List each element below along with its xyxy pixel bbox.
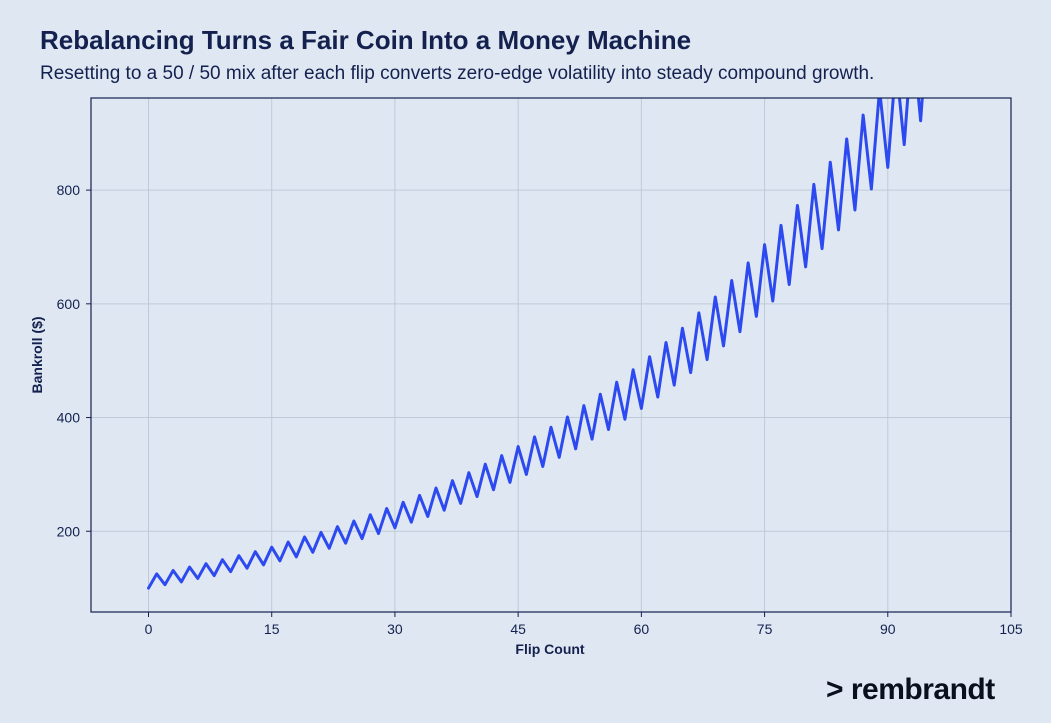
x-axis-label: Flip Count: [515, 641, 585, 657]
x-tick-label: 45: [510, 621, 526, 637]
y-tick-label: 600: [57, 296, 81, 312]
y-tick-label: 800: [57, 182, 81, 198]
x-tick-label: 60: [634, 621, 650, 637]
chart-title: Rebalancing Turns a Fair Coin Into a Mon…: [40, 25, 692, 55]
brand-logo: > rembrandt: [826, 673, 995, 706]
chart-subtitle: Resetting to a 50 / 50 mix after each fl…: [40, 63, 875, 84]
tick-marks: [86, 189, 1012, 617]
x-tick-label: 105: [999, 621, 1023, 637]
x-tick-label: 30: [387, 621, 403, 637]
x-tick-label: 15: [264, 621, 280, 637]
x-tick-labels: 0 15 30 45 60 75 90 105: [145, 621, 1023, 637]
series-layer: [147, 98, 924, 590]
x-tick-label: 90: [880, 621, 896, 637]
x-tick-label: 75: [757, 621, 773, 637]
plot-frame: [90, 97, 1012, 613]
y-tick-label: 400: [57, 410, 81, 426]
x-tick-label: 0: [145, 621, 153, 637]
y-axis-label: Bankroll ($): [29, 316, 45, 393]
y-tick-labels: 200 400 600 800: [57, 182, 81, 539]
y-tick-label: 200: [57, 523, 81, 539]
bankroll-series-line: [147, 98, 924, 590]
